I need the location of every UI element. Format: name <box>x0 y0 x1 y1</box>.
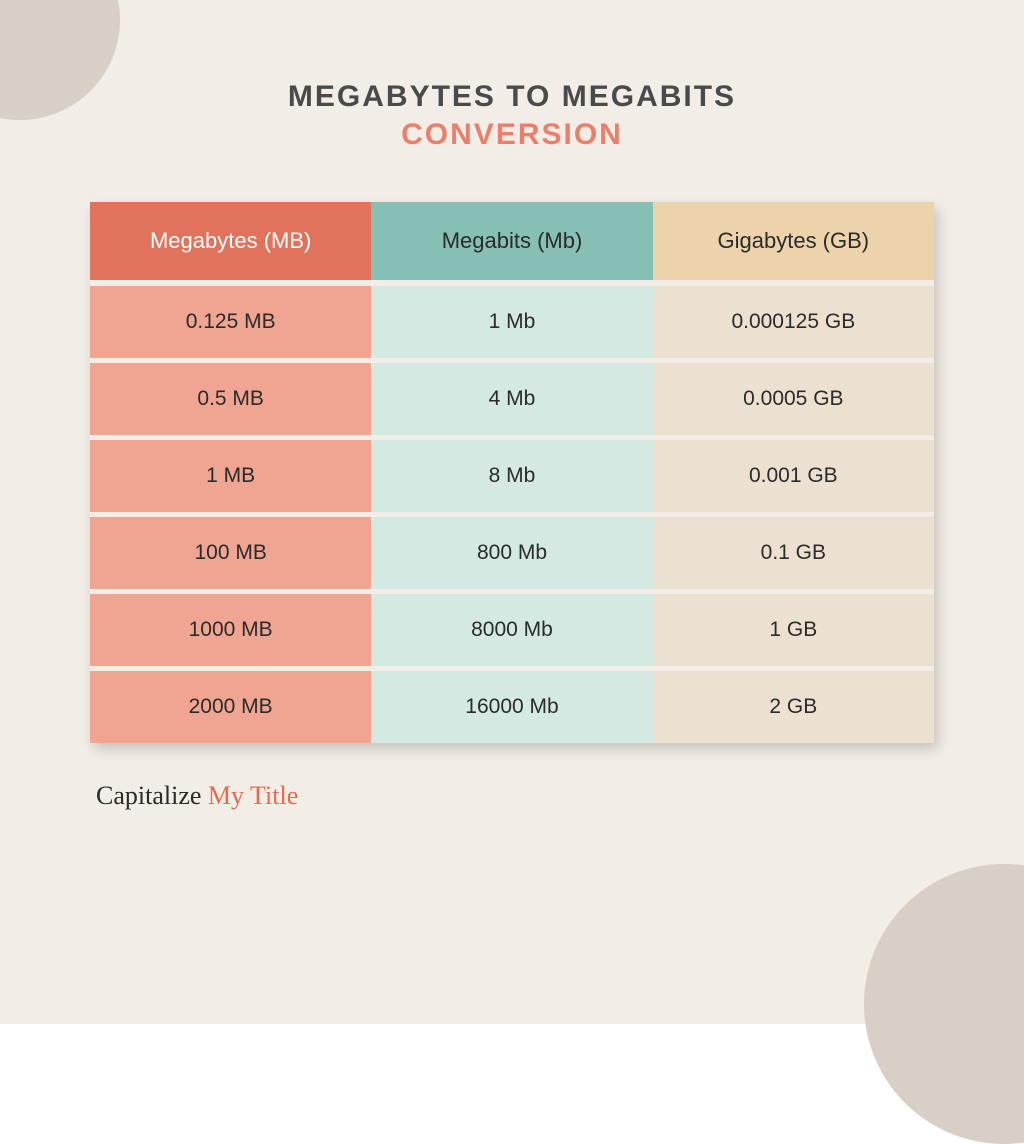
table-cell: 8000 Mb <box>371 594 652 666</box>
title-line-2: CONVERSION <box>90 118 934 152</box>
table-cell: 1 GB <box>653 594 934 666</box>
table-cell: 1000 MB <box>90 594 371 666</box>
table-cell: 0.001 GB <box>653 440 934 512</box>
table-cell: 8 Mb <box>371 440 652 512</box>
table-cell: 2000 MB <box>90 671 371 743</box>
table-header-col-1: Megabytes (MB) <box>90 202 371 286</box>
table-cell: 16000 Mb <box>371 671 652 743</box>
table-cell: 0.1 GB <box>653 517 934 589</box>
table-cell: 4 Mb <box>371 363 652 435</box>
title-block: MEGABYTES TO MEGABITS CONVERSION <box>90 80 934 152</box>
table-header-col-3: Gigabytes (GB) <box>653 202 934 286</box>
infographic-canvas: MEGABYTES TO MEGABITS CONVERSION Megabyt… <box>0 0 1024 1024</box>
table-cell: 100 MB <box>90 517 371 589</box>
corner-decoration-bottom-right <box>864 864 1024 1144</box>
table-cell: 800 Mb <box>371 517 652 589</box>
brand-part-2: My Title <box>208 781 298 810</box>
title-line-1: MEGABYTES TO MEGABITS <box>90 80 934 114</box>
table-cell: 0.0005 GB <box>653 363 934 435</box>
brand-part-1: Capitalize <box>96 781 208 810</box>
table-cell: 1 Mb <box>371 286 652 358</box>
table-cell: 2 GB <box>653 671 934 743</box>
table-header-col-2: Megabits (Mb) <box>371 202 652 286</box>
brand-footer: Capitalize My Title <box>90 781 934 811</box>
table-cell: 1 MB <box>90 440 371 512</box>
table-cell: 0.000125 GB <box>653 286 934 358</box>
table-cell: 0.125 MB <box>90 286 371 358</box>
conversion-table: Megabytes (MB)Megabits (Mb)Gigabytes (GB… <box>90 202 934 743</box>
table-cell: 0.5 MB <box>90 363 371 435</box>
